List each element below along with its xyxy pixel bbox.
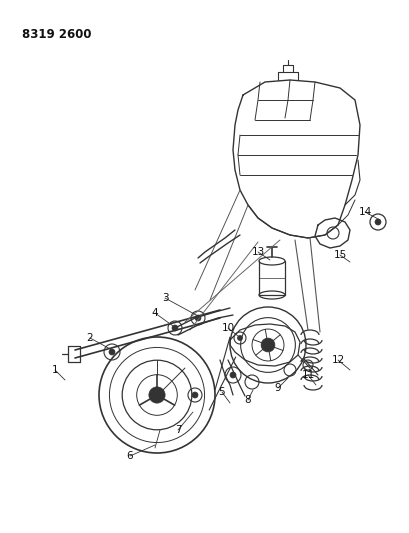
Circle shape bbox=[148, 387, 165, 403]
Text: 8319 2600: 8319 2600 bbox=[22, 28, 91, 41]
Text: 6: 6 bbox=[126, 451, 133, 461]
Text: 15: 15 bbox=[333, 250, 346, 260]
Text: 13: 13 bbox=[251, 247, 264, 257]
Circle shape bbox=[172, 325, 178, 331]
Text: 4: 4 bbox=[151, 308, 158, 318]
Text: 12: 12 bbox=[330, 355, 344, 365]
Circle shape bbox=[237, 335, 242, 341]
Circle shape bbox=[229, 372, 236, 378]
Circle shape bbox=[195, 315, 200, 321]
Text: 10: 10 bbox=[221, 323, 234, 333]
Text: 11: 11 bbox=[301, 370, 314, 380]
Circle shape bbox=[109, 349, 115, 355]
Text: 14: 14 bbox=[357, 207, 371, 217]
Text: 7: 7 bbox=[174, 425, 181, 435]
Text: 5: 5 bbox=[218, 387, 225, 397]
Circle shape bbox=[261, 338, 274, 352]
Text: 8: 8 bbox=[244, 395, 251, 405]
Text: 1: 1 bbox=[52, 365, 58, 375]
Circle shape bbox=[191, 392, 198, 398]
Text: 3: 3 bbox=[161, 293, 168, 303]
Text: 2: 2 bbox=[86, 333, 93, 343]
Circle shape bbox=[374, 219, 380, 225]
Text: 9: 9 bbox=[274, 383, 281, 393]
